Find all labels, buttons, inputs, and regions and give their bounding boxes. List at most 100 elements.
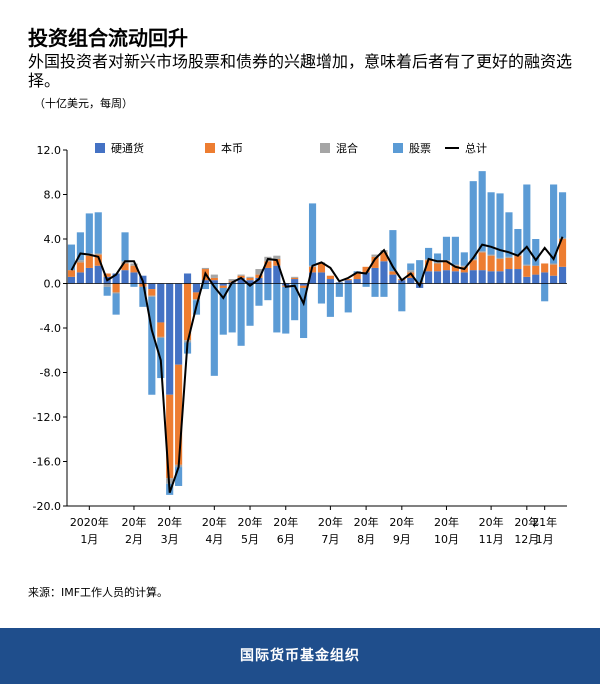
bar <box>291 277 299 280</box>
chart: 12.0 8.0 4.0 0.0 -4.0 -8.0 -12.0 -16.0 -20.0 2020… <box>33 141 567 546</box>
bar <box>478 171 486 252</box>
bar <box>210 277 218 281</box>
bar <box>130 265 138 273</box>
bar <box>273 265 281 284</box>
unit-note: （十亿美元，每周） <box>34 97 133 110</box>
bar <box>389 230 397 272</box>
bar <box>407 277 415 284</box>
bar <box>139 286 147 307</box>
x-tick-label: 20年 5月 <box>238 515 263 546</box>
bar <box>246 277 254 281</box>
bar <box>246 276 254 278</box>
bar <box>291 283 299 321</box>
bar <box>425 247 433 260</box>
y-tick-label: 8.0 <box>44 189 62 202</box>
bar <box>425 271 433 284</box>
bar <box>532 274 540 284</box>
bar <box>496 259 504 272</box>
bar <box>353 279 361 284</box>
bar <box>496 193 504 258</box>
bar <box>148 283 156 290</box>
bar <box>148 295 156 297</box>
legend-swatch <box>205 143 215 153</box>
bar <box>210 274 218 278</box>
bar <box>550 275 558 284</box>
bar <box>237 277 245 284</box>
bar <box>425 260 433 272</box>
bar <box>398 280 406 284</box>
bar <box>255 283 263 306</box>
bar <box>362 283 370 287</box>
bar <box>273 255 281 260</box>
bar <box>112 273 120 284</box>
bar <box>157 322 165 337</box>
legend-swatch <box>393 143 403 153</box>
x-tick-label: 20年 11月 <box>479 515 504 546</box>
bar <box>282 286 290 334</box>
bar <box>103 273 111 277</box>
bar <box>130 263 138 266</box>
bar <box>67 244 76 271</box>
bar <box>558 239 567 267</box>
bar <box>300 285 308 288</box>
bar <box>505 212 513 257</box>
x-tick-label: 20年 7月 <box>318 515 343 546</box>
bar <box>550 184 558 264</box>
y-tick-label: 0.0 <box>44 278 62 291</box>
bar <box>469 259 477 261</box>
bar <box>353 273 361 280</box>
bar <box>121 232 129 262</box>
bar <box>541 263 549 273</box>
bar <box>505 256 513 258</box>
bar <box>541 272 549 284</box>
bar <box>469 260 477 271</box>
bar <box>442 261 451 271</box>
total-line <box>70 236 564 494</box>
bar <box>380 283 388 297</box>
bar <box>219 287 227 335</box>
bar <box>264 261 272 268</box>
legend-label: 混合 <box>336 141 358 155</box>
bar <box>371 254 379 257</box>
legend-label: 硬通货 <box>111 141 144 155</box>
bar <box>237 274 245 276</box>
bar <box>344 283 352 313</box>
bar <box>112 293 120 315</box>
legend-label: 总计 <box>465 141 487 155</box>
bar <box>219 283 227 286</box>
bar <box>558 266 567 284</box>
title: 投资组合流动回升 <box>28 26 188 50</box>
bar <box>514 228 522 255</box>
bar <box>300 283 308 286</box>
bar <box>407 263 415 271</box>
bar <box>478 252 486 271</box>
bar <box>201 267 209 270</box>
bar <box>157 336 165 339</box>
bar <box>380 252 388 262</box>
legend-swatch <box>320 143 330 153</box>
bar <box>130 283 138 287</box>
bar <box>451 271 459 284</box>
bar <box>300 287 308 339</box>
bar <box>487 192 495 255</box>
x-tick-label: 20年 8月 <box>354 515 379 546</box>
bar <box>103 286 111 296</box>
bar <box>523 184 531 265</box>
x-tick-label: 20年 6月 <box>273 515 298 546</box>
legend-label: 本币 <box>221 141 243 155</box>
bar <box>112 292 120 294</box>
bar <box>362 266 370 273</box>
bar <box>514 255 522 270</box>
bar <box>157 283 165 323</box>
bar <box>433 271 442 284</box>
bar <box>246 283 254 326</box>
bar <box>201 280 209 284</box>
bar <box>246 280 254 284</box>
bar <box>371 283 379 297</box>
bar <box>121 270 129 284</box>
bar <box>371 256 379 268</box>
bar <box>496 257 504 260</box>
bar <box>94 265 102 284</box>
bar <box>362 272 370 284</box>
